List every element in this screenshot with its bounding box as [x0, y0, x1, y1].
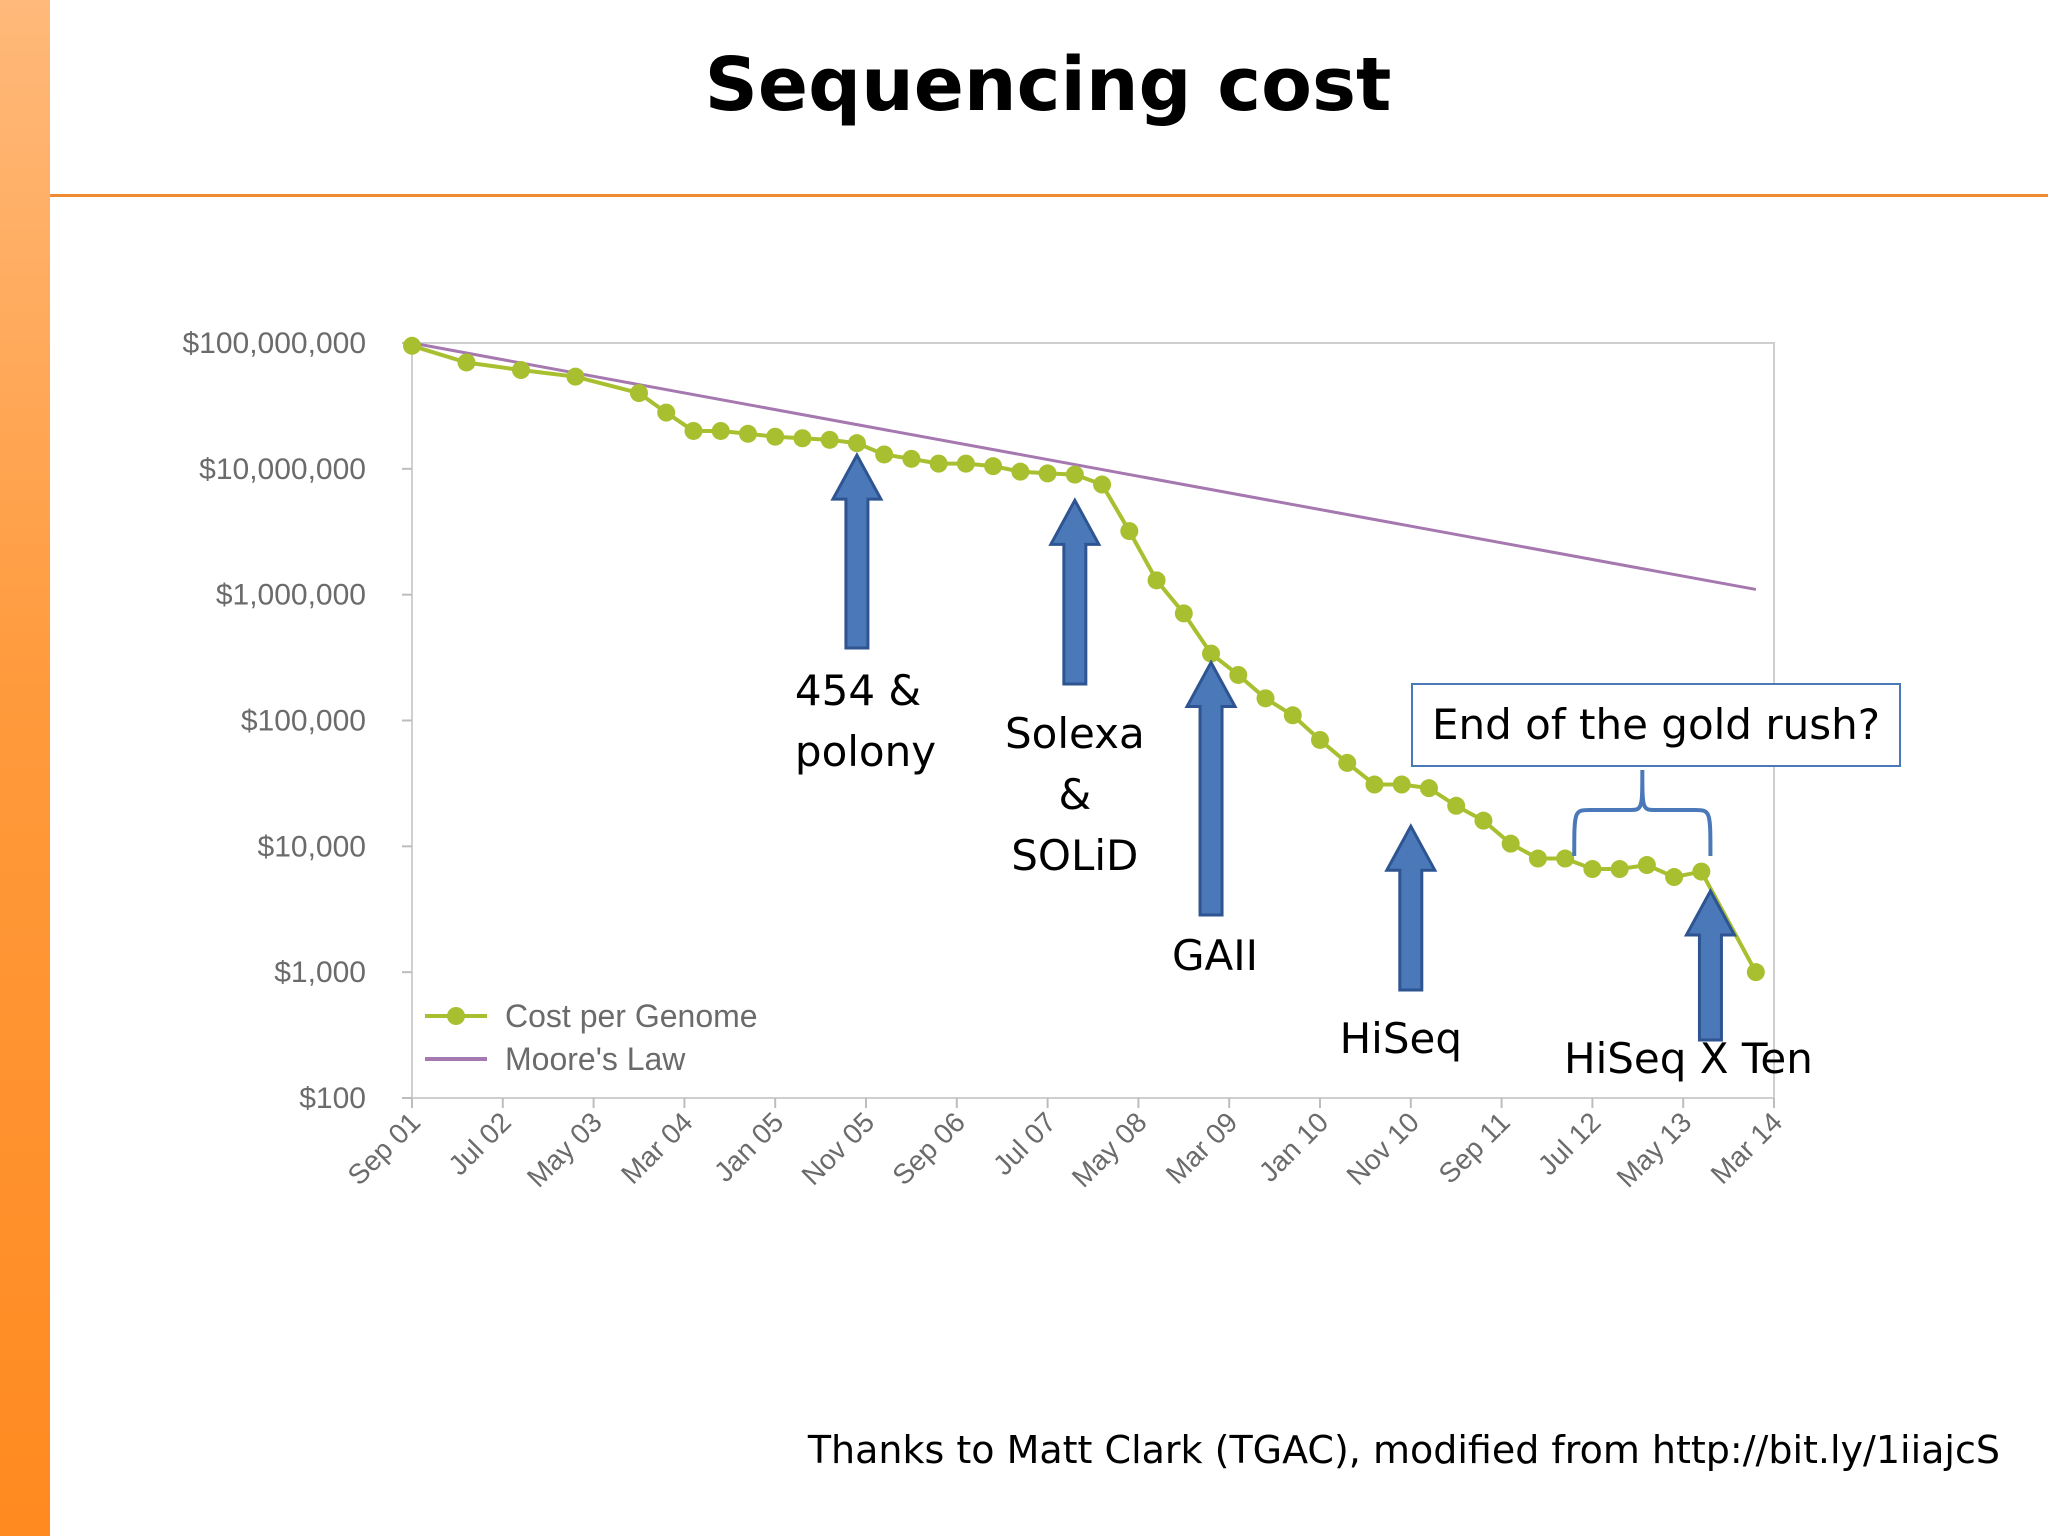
cost-per-genome-point: [511, 361, 530, 380]
y-tick-label: $1,000: [274, 956, 366, 989]
x-tick-label: Jan 05: [708, 1106, 789, 1187]
x-tick-label: Mar 14: [1705, 1106, 1789, 1190]
cost-per-genome-point: [902, 449, 921, 468]
cost-per-genome-point: [820, 430, 839, 449]
y-tick-label: $100,000,000: [182, 327, 366, 360]
cost-per-genome-point: [1065, 465, 1084, 484]
y-tick-label: $10,000: [258, 830, 366, 863]
x-tick-label: Jul 12: [1532, 1106, 1607, 1181]
cost-per-genome-point: [1419, 779, 1438, 798]
x-tick-label: Jul 02: [442, 1106, 517, 1181]
milestone-label: HiSeq X Ten: [1564, 1034, 1813, 1083]
cost-per-genome-point: [1256, 689, 1275, 708]
cost-per-genome-point: [1283, 706, 1302, 725]
accent-side-bar: [0, 0, 50, 1536]
cost-per-genome-point: [1447, 796, 1466, 815]
cost-per-genome-point: [1583, 860, 1602, 879]
milestone-arrow: [1384, 823, 1438, 992]
moores-law-line: [411, 341, 1757, 591]
milestone-label: SOLiD: [1011, 831, 1138, 880]
milestone-arrow: [830, 452, 884, 650]
cost-per-genome-point: [1311, 730, 1329, 749]
cost-per-genome-point: [1637, 856, 1656, 875]
y-tick-label: $10,000,000: [199, 453, 366, 486]
cost-per-genome-point: [1556, 849, 1575, 868]
x-tick-label: Mar 09: [1160, 1106, 1244, 1190]
cost-per-genome-point: [1202, 644, 1221, 663]
legend-cost-label: Cost per Genome: [505, 998, 758, 1034]
y-tick-label: $1,000,000: [216, 579, 366, 612]
cost-per-genome-point: [984, 457, 1003, 476]
cost-per-genome-point: [1038, 464, 1057, 483]
callout-text: End of the gold rush?: [1432, 700, 1880, 749]
cost-per-genome-point: [1501, 834, 1520, 853]
x-tick-label: Sep 06: [886, 1106, 971, 1191]
x-tick-label: May 13: [1611, 1106, 1698, 1193]
cost-per-genome-point: [847, 434, 866, 453]
y-tick-label: $100,000: [241, 705, 366, 738]
x-tick-label: Mar 04: [615, 1106, 699, 1190]
callout-box: [1411, 683, 1901, 767]
cost-per-genome-point: [1120, 522, 1139, 541]
cost-per-genome-point: [875, 445, 894, 464]
cost-per-genome-point: [1610, 860, 1629, 879]
cost-per-genome-point: [1528, 849, 1547, 868]
cost-per-genome-point: [1365, 775, 1384, 794]
cost-per-genome-point: [657, 403, 676, 422]
x-tick-label: Jan 10: [1253, 1106, 1334, 1187]
milestone-label: 454 &: [795, 666, 921, 715]
cost-per-genome-point: [1093, 475, 1112, 494]
x-tick-label: May 03: [521, 1106, 608, 1193]
cost-per-genome-point: [457, 353, 476, 372]
cost-per-genome-point: [738, 424, 757, 443]
milestone-label: Solexa: [1005, 709, 1145, 758]
cost-per-genome-point: [566, 367, 585, 386]
cost-per-genome-point: [1692, 862, 1711, 881]
cost-per-genome-point: [766, 427, 785, 446]
x-tick-label: Jul 07: [987, 1106, 1062, 1181]
cost-per-genome-point: [793, 429, 812, 448]
y-tick-label: $100: [299, 1082, 366, 1115]
cost-per-genome-point: [684, 421, 703, 440]
x-tick-label: Sep 01: [342, 1106, 427, 1191]
cost-per-genome-point: [956, 454, 975, 473]
milestone-label: HiSeq: [1340, 1014, 1462, 1063]
milestone-arrow: [1683, 887, 1737, 1042]
cost-per-genome-point: [1147, 571, 1166, 590]
milestone-label: &: [1058, 770, 1091, 819]
cost-per-genome-point: [630, 384, 648, 403]
milestone-label: GAII: [1172, 931, 1258, 980]
cost-per-genome-point: [1665, 868, 1684, 887]
cost-per-genome-point: [1229, 665, 1248, 684]
milestone-arrow: [1184, 659, 1238, 917]
x-tick-label: May 08: [1066, 1106, 1153, 1193]
legend-moore-label: Moore's Law: [505, 1041, 686, 1077]
curly-brace: [1572, 770, 1713, 857]
cost-per-genome-point: [1174, 604, 1193, 623]
cost-per-genome-point: [1011, 462, 1030, 481]
x-tick-label: Sep 11: [1433, 1106, 1516, 1189]
cost-per-genome-point: [711, 421, 730, 440]
title-underline: [50, 194, 2048, 197]
cost-per-genome-point: [1474, 811, 1493, 830]
credit-line: Thanks to Matt Clark (TGAC), modified fr…: [807, 1428, 2000, 1472]
cost-per-genome-point: [403, 336, 421, 355]
cost-per-genome-point: [1392, 775, 1411, 794]
x-tick-label: Nov 10: [1340, 1106, 1425, 1191]
x-tick-label: Nov 05: [796, 1106, 881, 1191]
cost-per-genome-point: [1746, 963, 1765, 982]
milestone-arrow: [1048, 497, 1102, 686]
cost-per-genome-point: [1338, 753, 1357, 772]
slide-title: Sequencing cost: [704, 42, 1392, 128]
legend-cost-swatch-point: [447, 1007, 465, 1025]
cost-per-genome-point: [929, 454, 948, 473]
milestone-label: polony: [795, 727, 936, 776]
